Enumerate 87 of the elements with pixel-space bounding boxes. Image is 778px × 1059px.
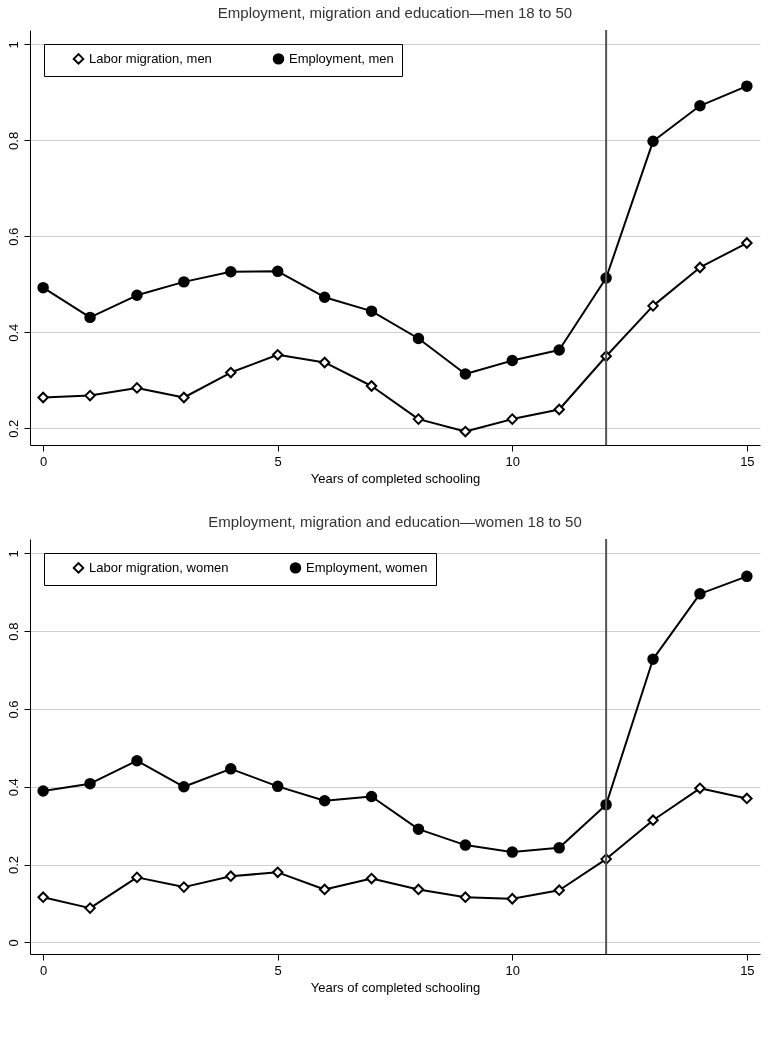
point xyxy=(271,265,284,278)
point xyxy=(225,366,237,379)
point xyxy=(694,588,706,600)
point xyxy=(741,792,753,805)
point xyxy=(365,380,378,392)
x-tick-label: 5 xyxy=(274,453,282,469)
point xyxy=(365,305,378,317)
point xyxy=(459,425,472,438)
point xyxy=(178,391,190,404)
y-tick-label: 1 xyxy=(5,550,21,558)
legend-label: Labor migration, women xyxy=(89,559,229,575)
x-tick-label: 10 xyxy=(505,962,521,978)
point xyxy=(694,261,706,274)
point xyxy=(412,883,425,896)
x-tick-label: 0 xyxy=(40,962,48,978)
point xyxy=(178,881,190,893)
point xyxy=(318,356,331,369)
y-tick-label: 0.6 xyxy=(5,227,21,246)
point xyxy=(131,871,143,884)
x-tick-label: 15 xyxy=(740,453,755,469)
point xyxy=(131,382,143,394)
point xyxy=(84,311,96,324)
y-tick-label: 0.8 xyxy=(5,622,21,641)
point xyxy=(553,403,565,416)
legend-label: Employment, women xyxy=(306,559,428,575)
point xyxy=(225,763,237,775)
point xyxy=(84,777,96,790)
point xyxy=(84,389,96,402)
point xyxy=(741,80,753,92)
point xyxy=(37,281,49,294)
point xyxy=(225,870,237,882)
point xyxy=(506,354,519,367)
x-tick-label: 5 xyxy=(274,962,282,978)
y-tick-label: 1 xyxy=(5,41,21,49)
point xyxy=(318,795,331,807)
point xyxy=(506,413,519,425)
point xyxy=(553,842,565,854)
y-tick-label: 0.2 xyxy=(5,419,21,438)
legend-label: Employment, men xyxy=(289,50,394,66)
x-axis-title: Years of completed schooling xyxy=(310,470,481,486)
point xyxy=(741,237,753,249)
point xyxy=(271,780,284,793)
point xyxy=(412,413,425,425)
point xyxy=(412,823,425,835)
point xyxy=(647,653,659,665)
x-tick-label: 0 xyxy=(40,453,48,469)
point xyxy=(506,846,519,858)
point xyxy=(271,866,284,879)
point xyxy=(271,349,284,361)
x-axis-title: Years of completed schooling xyxy=(310,979,481,995)
y-tick-label: 0 xyxy=(5,939,21,947)
point xyxy=(647,300,659,312)
point xyxy=(178,276,190,288)
point xyxy=(37,785,49,797)
point xyxy=(506,893,519,905)
point xyxy=(694,100,706,112)
point xyxy=(37,391,49,404)
point xyxy=(225,266,237,278)
y-tick-label: 0.2 xyxy=(5,856,21,875)
point xyxy=(37,891,49,903)
point xyxy=(553,344,565,356)
x-tick-label: 10 xyxy=(505,453,521,469)
point xyxy=(84,902,96,914)
point xyxy=(647,814,659,826)
y-tick-label: 0.8 xyxy=(5,131,21,150)
point xyxy=(131,754,143,767)
point xyxy=(412,332,425,345)
point xyxy=(694,782,706,795)
point xyxy=(553,884,565,896)
chart-title: Employment, migration and education—women 18 to 50 xyxy=(208,513,582,530)
point xyxy=(741,570,753,583)
point xyxy=(365,790,378,803)
point xyxy=(178,781,190,793)
y-tick-label: 0.6 xyxy=(5,700,21,719)
point xyxy=(459,891,472,903)
chart-title: Employment, migration and education—men 18 to 50 xyxy=(217,4,573,21)
y-tick-label: 0.4 xyxy=(5,778,21,797)
point xyxy=(131,289,143,302)
x-tick-label: 15 xyxy=(740,962,755,978)
y-tick-label: 0.4 xyxy=(5,323,21,342)
point xyxy=(459,839,472,851)
point xyxy=(318,291,331,303)
point xyxy=(459,368,472,380)
point xyxy=(318,883,331,896)
point xyxy=(647,135,659,148)
legend-label: Labor migration, men xyxy=(89,50,212,66)
point xyxy=(365,872,378,885)
